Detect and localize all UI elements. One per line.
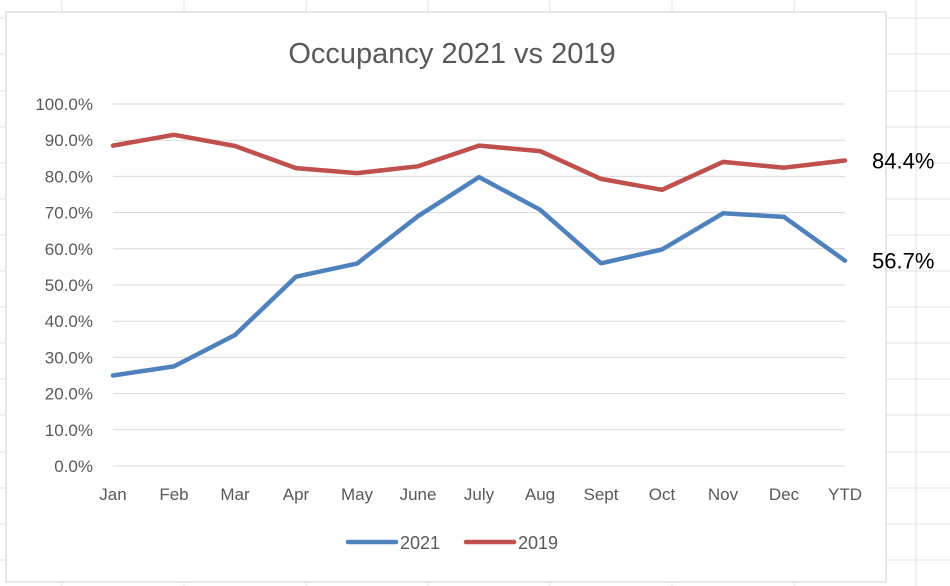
plot-area: [110, 132, 848, 378]
end-label-2019: 84.4%: [872, 148, 934, 173]
x-tick-label: May: [341, 485, 374, 504]
y-tick-label: 60.0%: [45, 240, 93, 259]
series-line-2019[interactable]: [110, 132, 848, 193]
x-tick-label: Oct: [649, 485, 676, 504]
x-axis-tick-labels: Jan Feb Mar Apr May June July Aug Sept Oct Nov Dec Y…: [99, 485, 862, 504]
x-tick-label: Nov: [708, 485, 739, 504]
y-tick-label: 100.0%: [35, 95, 93, 114]
x-tick-label: Aug: [525, 485, 555, 504]
y-tick-label: 90.0%: [45, 131, 93, 150]
y-axis-tick-labels: 0.0% 10.0% 20.0% 30.0% 40.0% 50.0% 60.0% 70.0% 8…: [35, 95, 93, 476]
legend-label-2021: 2021: [400, 533, 440, 553]
x-tick-label: Dec: [769, 485, 800, 504]
y-tick-label: 0.0%: [54, 457, 93, 476]
series-line-2021[interactable]: [110, 174, 848, 378]
y-tick-label: 70.0%: [45, 204, 93, 223]
end-label-2021: 56.7%: [872, 249, 934, 274]
y-tick-label: 40.0%: [45, 312, 93, 331]
legend-label-2019: 2019: [518, 533, 558, 553]
x-tick-label: Mar: [220, 485, 250, 504]
x-tick-label: Jan: [99, 485, 126, 504]
y-tick-label: 50.0%: [45, 276, 93, 295]
chart-title: Occupancy 2021 vs 2019: [288, 38, 615, 70]
x-tick-label: YTD: [828, 485, 862, 504]
y-tick-label: 20.0%: [45, 385, 93, 404]
x-tick-label: Sept: [584, 485, 619, 504]
y-tick-label: 80.0%: [45, 167, 93, 186]
x-tick-label: Apr: [283, 485, 310, 504]
end-value-labels: 84.4% 56.7%: [872, 148, 934, 273]
y-tick-label: 30.0%: [45, 348, 93, 367]
legend[interactable]: 2021 2019: [345, 533, 558, 553]
y-tick-label: 10.0%: [45, 421, 93, 440]
x-tick-label: Feb: [159, 485, 188, 504]
x-tick-label: July: [464, 485, 495, 504]
x-tick-label: June: [400, 485, 437, 504]
chart-area[interactable]: [5, 11, 887, 583]
